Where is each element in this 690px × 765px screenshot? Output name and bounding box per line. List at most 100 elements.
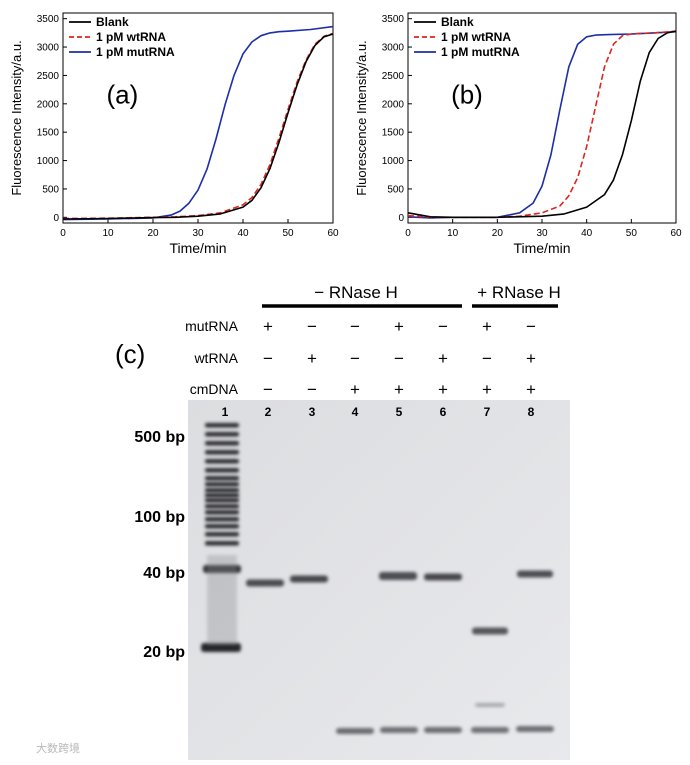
panel-label: (b) bbox=[451, 79, 483, 109]
row-label: mutRNA bbox=[185, 318, 239, 334]
ladder-smear bbox=[207, 555, 237, 645]
y-tick-label: 3000 bbox=[382, 43, 405, 54]
gel-band bbox=[516, 726, 554, 732]
ladder-band bbox=[205, 482, 239, 487]
lane-sign: − bbox=[482, 349, 492, 368]
gel-band bbox=[472, 627, 508, 635]
lane-sign: + bbox=[350, 380, 360, 399]
legend-label: Blank bbox=[96, 15, 129, 29]
lane-number: 3 bbox=[309, 405, 316, 419]
lane-sign: + bbox=[438, 349, 448, 368]
series-line-0 bbox=[62, 33, 334, 220]
x-tick-label: 10 bbox=[447, 228, 459, 239]
lane-number: 6 bbox=[440, 405, 447, 419]
lane-sign: − bbox=[307, 380, 317, 399]
x-tick-label: 10 bbox=[102, 228, 114, 239]
y-tick-label: 500 bbox=[387, 184, 404, 195]
chart-panel-b: 0 10 20 30 40 50 60 0 500 1000 1500 2000 2500 3000 350… bbox=[354, 12, 682, 256]
x-tick-label: 20 bbox=[147, 228, 159, 239]
y-tick-label: 1000 bbox=[37, 156, 60, 167]
lane-sign: + bbox=[394, 380, 404, 399]
lane-sign: − bbox=[263, 380, 273, 399]
ladder-band bbox=[205, 493, 239, 498]
x-tick-label: 50 bbox=[282, 228, 294, 239]
y-tick-label: 2000 bbox=[382, 99, 405, 110]
x-tick-label: 0 bbox=[405, 228, 411, 239]
x-tick-label: 0 bbox=[60, 228, 66, 239]
gel-band bbox=[517, 570, 553, 578]
size-marker-label: 20 bp bbox=[143, 644, 185, 661]
lane-sign: − bbox=[263, 349, 273, 368]
x-tick-label: 30 bbox=[536, 228, 548, 239]
y-tick-label: 2000 bbox=[37, 99, 60, 110]
gel-band bbox=[424, 727, 462, 733]
lane-sign: − bbox=[438, 317, 448, 336]
ladder-band-20bp bbox=[201, 643, 241, 652]
lane-sign: + bbox=[263, 317, 273, 336]
ladder-band bbox=[205, 476, 239, 481]
lane-sign: − bbox=[307, 317, 317, 336]
gel-band bbox=[379, 572, 417, 580]
x-axis-label: Time/min bbox=[513, 240, 570, 256]
series-line-2 bbox=[62, 25, 334, 221]
ladder-band bbox=[205, 468, 239, 473]
legend-label: 1 pM wtRNA bbox=[96, 30, 166, 44]
x-axis-label: Time/min bbox=[169, 240, 226, 256]
lane-number: 8 bbox=[528, 405, 535, 419]
lane-sign: − bbox=[394, 349, 404, 368]
gel-band bbox=[336, 728, 374, 734]
series-line-1 bbox=[407, 30, 677, 219]
lane-sign: − bbox=[350, 317, 360, 336]
legend-label: 1 pM mutRNA bbox=[96, 45, 175, 59]
watermark-text: 大数跨境 bbox=[36, 741, 80, 755]
lane-sign: − bbox=[350, 349, 360, 368]
size-marker-label: 100 bp bbox=[134, 509, 185, 526]
lane-number: 7 bbox=[484, 405, 491, 419]
y-tick-label: 0 bbox=[398, 213, 404, 224]
condition-header: + RNase H bbox=[477, 283, 561, 302]
gel-band bbox=[290, 575, 328, 583]
y-tick-label: 0 bbox=[53, 213, 59, 224]
panel-label: (a) bbox=[107, 79, 139, 109]
legend-label: 1 pM wtRNA bbox=[441, 30, 511, 44]
series-line-0 bbox=[407, 30, 677, 219]
gel-panel-c: − RNase H + RNase H (c) mutRNA + − − + − + − wtRNA −… bbox=[36, 283, 570, 760]
lane-sign: + bbox=[482, 380, 492, 399]
gel-band bbox=[424, 573, 462, 581]
gel-band bbox=[471, 727, 509, 733]
legend-label: 1 pM mutRNA bbox=[441, 45, 520, 59]
ladder-band bbox=[205, 432, 239, 437]
row-label: wtRNA bbox=[193, 350, 238, 366]
y-tick-label: 2500 bbox=[382, 71, 405, 82]
gel-band bbox=[380, 727, 418, 733]
ladder-band bbox=[205, 488, 239, 493]
size-marker-label: 40 bp bbox=[143, 565, 185, 582]
legend-label: Blank bbox=[441, 15, 474, 29]
x-tick-label: 40 bbox=[581, 228, 593, 239]
gel-band bbox=[246, 579, 284, 587]
row-label: cmDNA bbox=[190, 381, 239, 397]
ladder-band bbox=[205, 450, 239, 455]
y-tick-label: 1500 bbox=[37, 128, 60, 139]
ladder-band bbox=[205, 524, 239, 529]
y-tick-label: 500 bbox=[42, 184, 59, 195]
ladder-band bbox=[205, 498, 239, 503]
ladder-band bbox=[205, 423, 239, 428]
lane-sign: + bbox=[307, 349, 317, 368]
series-line-2 bbox=[407, 30, 677, 219]
y-axis-label: Fluorescence Intensity/a.u. bbox=[9, 40, 24, 195]
ladder-band bbox=[205, 541, 239, 546]
condition-header: − RNase H bbox=[314, 283, 398, 302]
gel-band bbox=[475, 703, 505, 707]
ladder-band bbox=[205, 532, 239, 537]
lane-sign: + bbox=[526, 380, 536, 399]
y-tick-label: 1000 bbox=[382, 156, 405, 167]
y-tick-label: 3500 bbox=[37, 14, 60, 25]
ladder-band bbox=[205, 504, 239, 509]
lane-number: 5 bbox=[396, 405, 403, 419]
y-tick-label: 2500 bbox=[37, 71, 60, 82]
lane-sign: + bbox=[438, 380, 448, 399]
lane-sign: − bbox=[526, 317, 536, 336]
x-tick-label: 20 bbox=[492, 228, 504, 239]
